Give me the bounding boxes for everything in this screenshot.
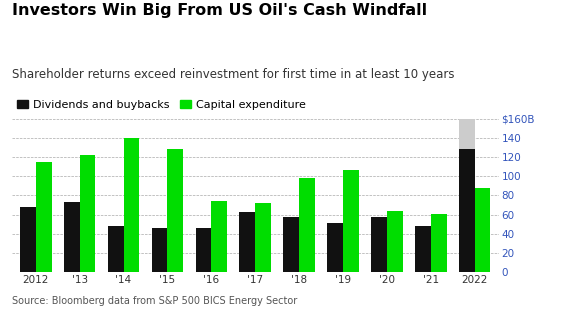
Text: Investors Win Big From US Oil's Cash Windfall: Investors Win Big From US Oil's Cash Win…	[12, 3, 427, 18]
Bar	[211, 201, 227, 272]
Bar	[124, 138, 139, 272]
Bar	[299, 178, 315, 272]
Bar	[64, 202, 79, 272]
Bar	[415, 226, 431, 272]
Bar	[108, 226, 124, 272]
Bar	[168, 150, 183, 272]
Bar	[474, 188, 491, 272]
Bar	[20, 207, 36, 272]
Bar	[151, 228, 168, 272]
Bar	[387, 211, 403, 272]
Bar	[459, 119, 474, 272]
Bar	[79, 155, 96, 272]
Bar	[327, 223, 343, 272]
Bar	[431, 214, 447, 272]
Bar	[195, 228, 211, 272]
Bar	[36, 162, 52, 272]
Text: Shareholder returns exceed reinvestment for first time in at least 10 years: Shareholder returns exceed reinvestment …	[12, 68, 454, 81]
Bar	[240, 212, 255, 272]
Bar	[371, 218, 387, 272]
Text: Source: Bloomberg data from S&P 500 BICS Energy Sector: Source: Bloomberg data from S&P 500 BICS…	[12, 296, 297, 306]
Bar	[283, 218, 299, 272]
Bar	[343, 170, 359, 272]
Bar	[459, 150, 474, 272]
Bar	[255, 203, 271, 272]
Legend: Dividends and buybacks, Capital expenditure: Dividends and buybacks, Capital expendit…	[17, 100, 306, 110]
